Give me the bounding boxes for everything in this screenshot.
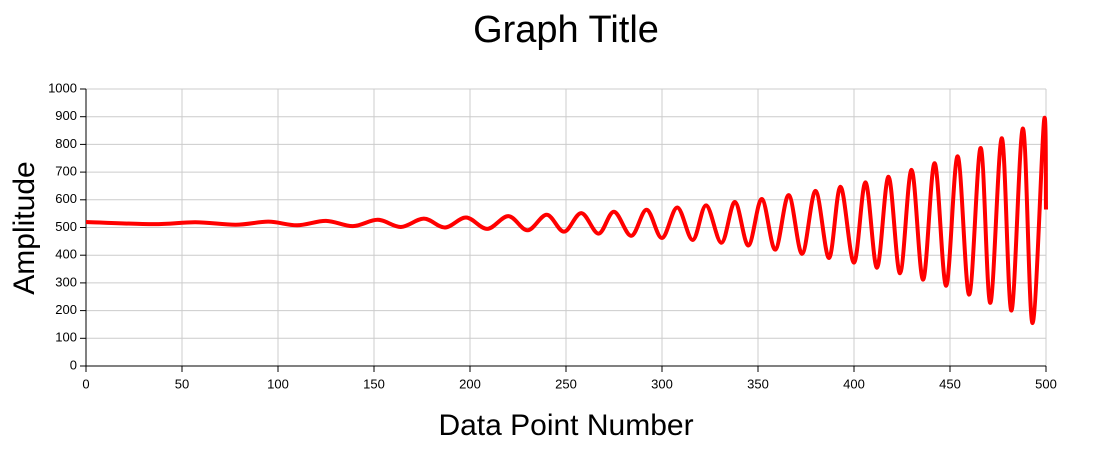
y-tick-label: 300	[55, 274, 77, 289]
y-tick-label: 100	[55, 330, 77, 345]
y-tick-label: 1000	[48, 80, 77, 95]
chart-title: Graph Title	[473, 9, 659, 51]
x-tick-label: 350	[747, 376, 769, 391]
y-tick-label: 900	[55, 108, 77, 123]
x-tick-label: 0	[82, 376, 89, 391]
x-tick-label: 250	[555, 376, 577, 391]
y-tick-label: 800	[55, 136, 77, 151]
y-tick-label: 400	[55, 247, 77, 262]
y-tick-label: 700	[55, 164, 77, 179]
data-line	[85, 115, 1048, 326]
y-tick-label: 0	[70, 357, 77, 372]
x-axis-label: Data Point Number	[438, 409, 693, 442]
y-tick-label: 600	[55, 191, 77, 206]
x-tick-label: 450	[939, 376, 961, 391]
x-tick-label: 400	[843, 376, 865, 391]
x-tick-label: 150	[363, 376, 385, 391]
y-tick-label: 200	[55, 302, 77, 317]
y-axis-label: Amplitude	[8, 161, 41, 294]
x-tick-label: 300	[651, 376, 673, 391]
x-tick-label: 100	[267, 376, 289, 391]
x-tick-label: 500	[1035, 376, 1057, 391]
y-tick-label: 500	[55, 219, 77, 234]
x-tick-label: 50	[175, 376, 189, 391]
x-tick-label: 200	[459, 376, 481, 391]
